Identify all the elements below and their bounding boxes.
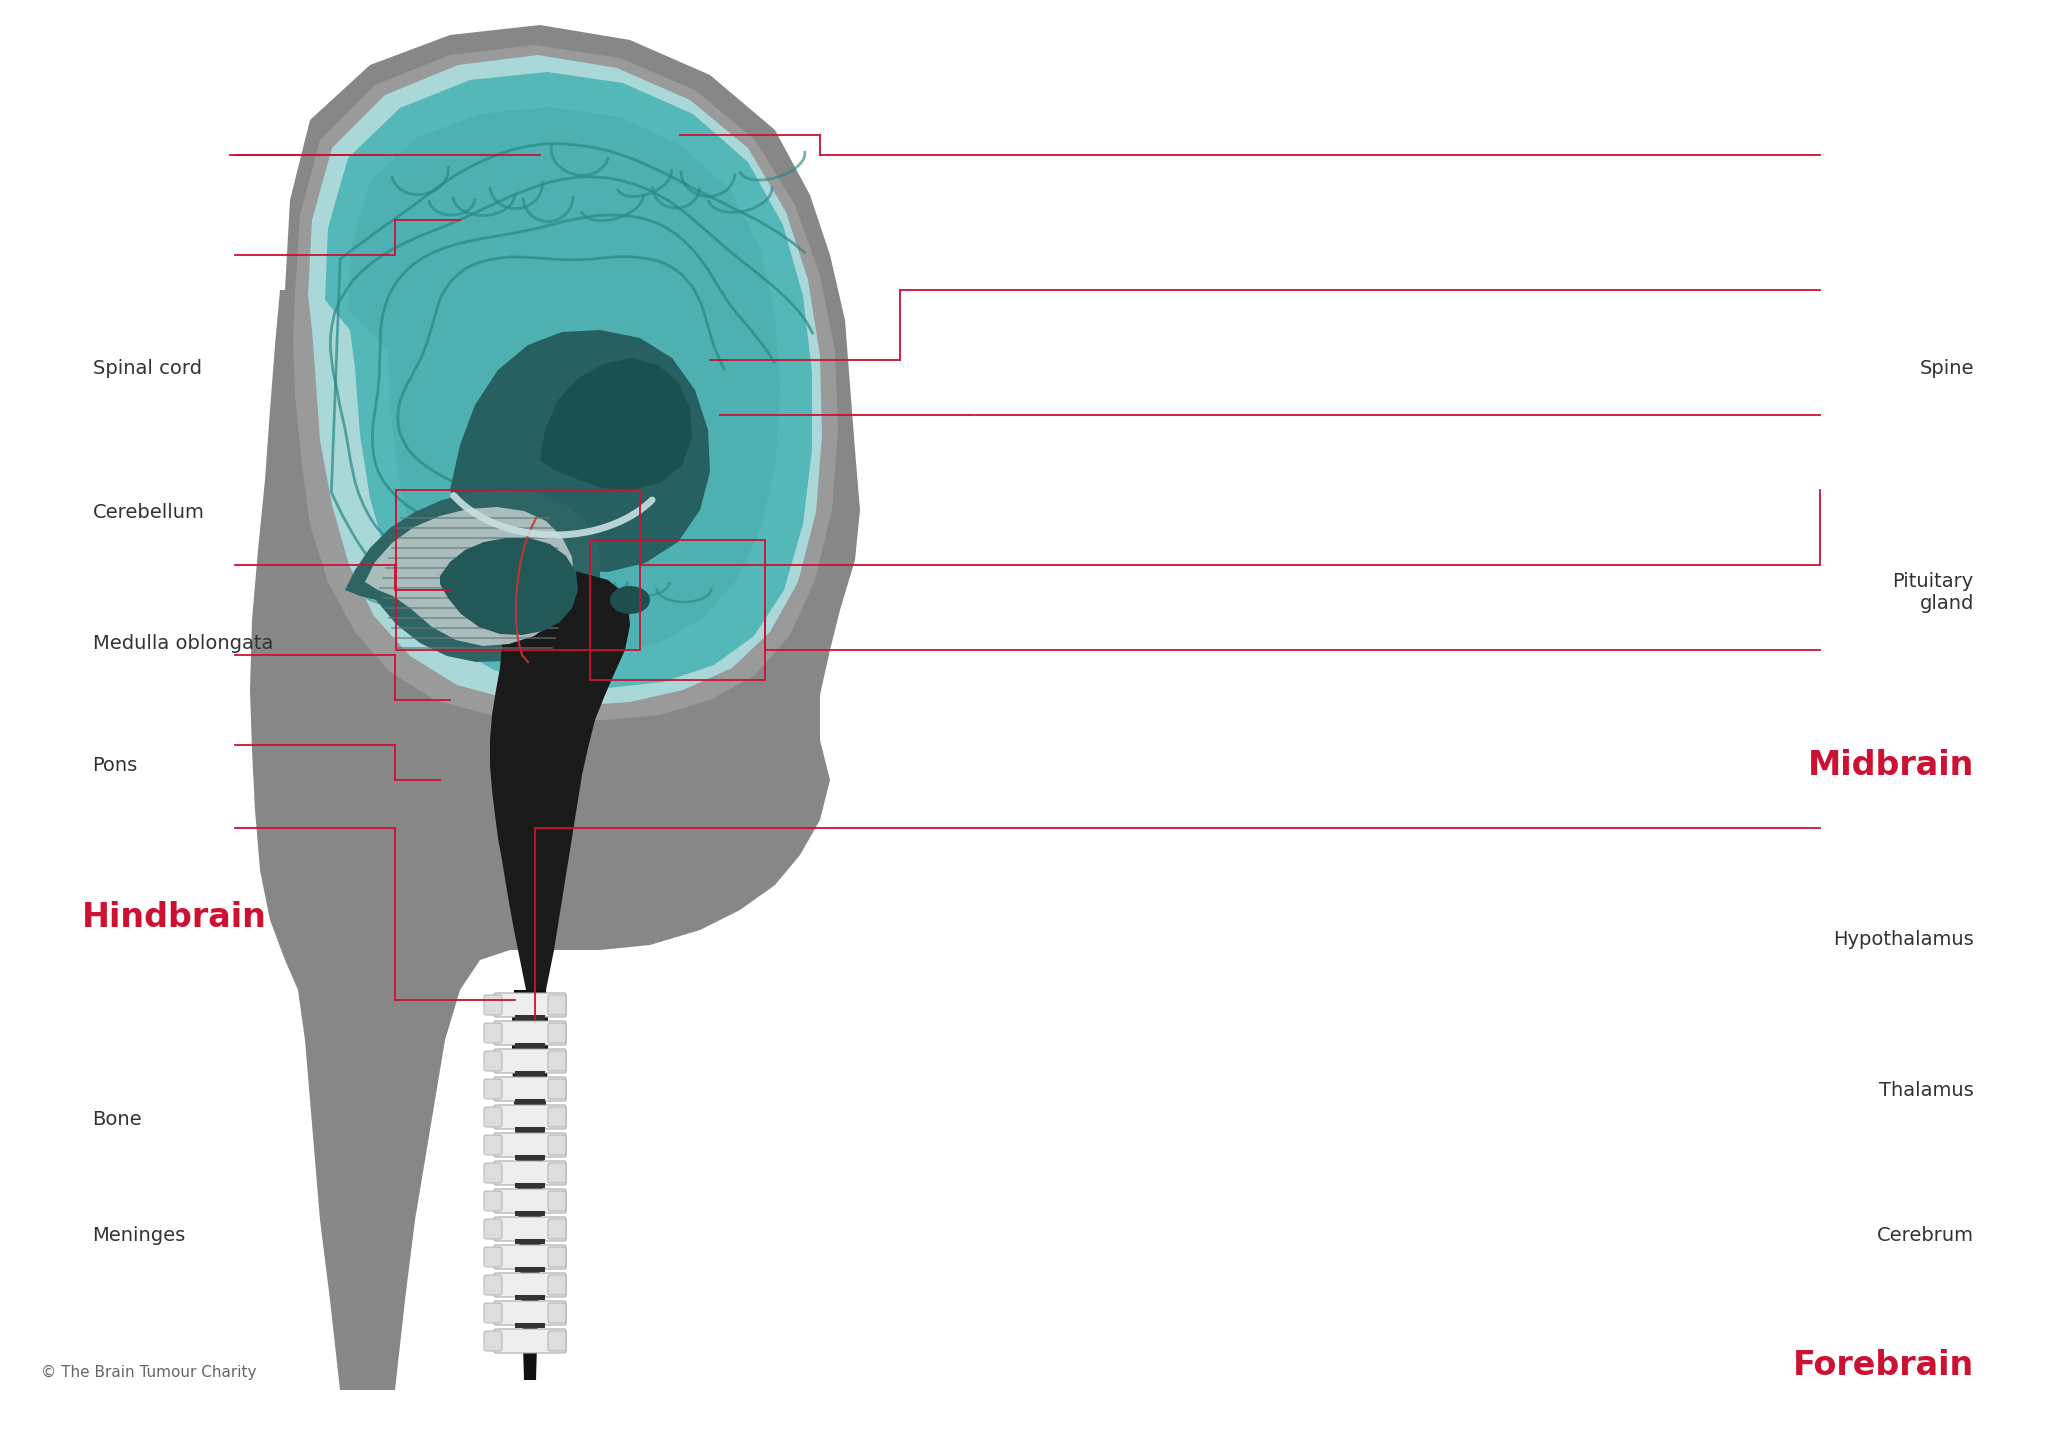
FancyBboxPatch shape [493, 1077, 565, 1101]
Text: Thalamus: Thalamus [1879, 1081, 1974, 1101]
Text: Midbrain: Midbrain [1807, 750, 1974, 782]
Text: Spinal cord: Spinal cord [93, 358, 201, 379]
Bar [514, 1267, 545, 1272]
FancyBboxPatch shape [483, 1051, 502, 1071]
FancyBboxPatch shape [493, 1133, 565, 1157]
Bar [514, 1324, 545, 1328]
Text: Meninges: Meninges [93, 1225, 185, 1246]
Text: Pons: Pons [93, 756, 138, 776]
Bar [514, 1071, 545, 1077]
FancyBboxPatch shape [483, 1107, 502, 1127]
Bar [514, 1014, 545, 1020]
FancyBboxPatch shape [549, 1051, 565, 1071]
Text: Hypothalamus: Hypothalamus [1834, 929, 1974, 949]
FancyBboxPatch shape [483, 1134, 502, 1155]
Polygon shape [294, 45, 839, 720]
FancyBboxPatch shape [483, 1023, 502, 1043]
FancyBboxPatch shape [549, 1247, 565, 1267]
Text: Pituitary
gland: Pituitary gland [1892, 572, 1974, 613]
FancyBboxPatch shape [483, 1079, 502, 1100]
Bar [514, 1295, 545, 1300]
Bar [514, 1238, 545, 1244]
FancyBboxPatch shape [549, 1220, 565, 1238]
FancyBboxPatch shape [493, 1189, 565, 1212]
FancyBboxPatch shape [493, 1246, 565, 1269]
Text: © The Brain Tumour Charity: © The Brain Tumour Charity [41, 1366, 257, 1380]
Text: Medulla oblongata: Medulla oblongata [93, 633, 273, 653]
Text: Hindbrain: Hindbrain [82, 902, 267, 933]
FancyBboxPatch shape [549, 1163, 565, 1183]
Polygon shape [512, 990, 549, 1380]
Polygon shape [251, 25, 859, 1390]
FancyBboxPatch shape [493, 1049, 565, 1074]
Text: Bone: Bone [93, 1110, 142, 1130]
Bar [514, 1211, 545, 1217]
FancyBboxPatch shape [549, 1274, 565, 1295]
Bar [514, 1127, 545, 1131]
Polygon shape [308, 55, 822, 707]
Ellipse shape [611, 587, 650, 614]
Text: Cerebellum: Cerebellum [93, 503, 204, 523]
FancyBboxPatch shape [493, 1022, 565, 1045]
FancyBboxPatch shape [483, 1274, 502, 1295]
FancyBboxPatch shape [493, 1105, 565, 1129]
FancyBboxPatch shape [549, 1023, 565, 1043]
FancyBboxPatch shape [549, 1079, 565, 1100]
FancyBboxPatch shape [493, 993, 565, 1017]
Polygon shape [541, 358, 693, 490]
Bar [514, 1183, 545, 1188]
FancyBboxPatch shape [483, 1163, 502, 1183]
FancyBboxPatch shape [493, 1300, 565, 1325]
Polygon shape [450, 329, 709, 572]
FancyBboxPatch shape [483, 1247, 502, 1267]
FancyBboxPatch shape [549, 1134, 565, 1155]
FancyBboxPatch shape [483, 1303, 502, 1324]
Text: Spine: Spine [1918, 358, 1974, 379]
FancyBboxPatch shape [483, 1331, 502, 1351]
FancyBboxPatch shape [493, 1329, 565, 1353]
Polygon shape [345, 490, 600, 662]
FancyBboxPatch shape [549, 1303, 565, 1324]
FancyBboxPatch shape [493, 1160, 565, 1185]
FancyBboxPatch shape [483, 996, 502, 1014]
FancyBboxPatch shape [493, 1217, 565, 1241]
Text: Forebrain: Forebrain [1793, 1350, 1974, 1381]
Polygon shape [325, 72, 812, 688]
Text: Cerebrum: Cerebrum [1877, 1225, 1974, 1246]
Polygon shape [440, 538, 578, 634]
FancyBboxPatch shape [549, 1331, 565, 1351]
Polygon shape [436, 558, 629, 990]
Polygon shape [347, 107, 779, 655]
Bar [514, 1100, 545, 1104]
FancyBboxPatch shape [483, 1220, 502, 1238]
FancyBboxPatch shape [549, 1191, 565, 1211]
FancyBboxPatch shape [493, 1273, 565, 1298]
FancyBboxPatch shape [549, 1107, 565, 1127]
Bar [514, 1043, 545, 1048]
FancyBboxPatch shape [483, 1191, 502, 1211]
Polygon shape [366, 507, 574, 646]
FancyBboxPatch shape [549, 996, 565, 1014]
Bar [514, 1155, 545, 1160]
